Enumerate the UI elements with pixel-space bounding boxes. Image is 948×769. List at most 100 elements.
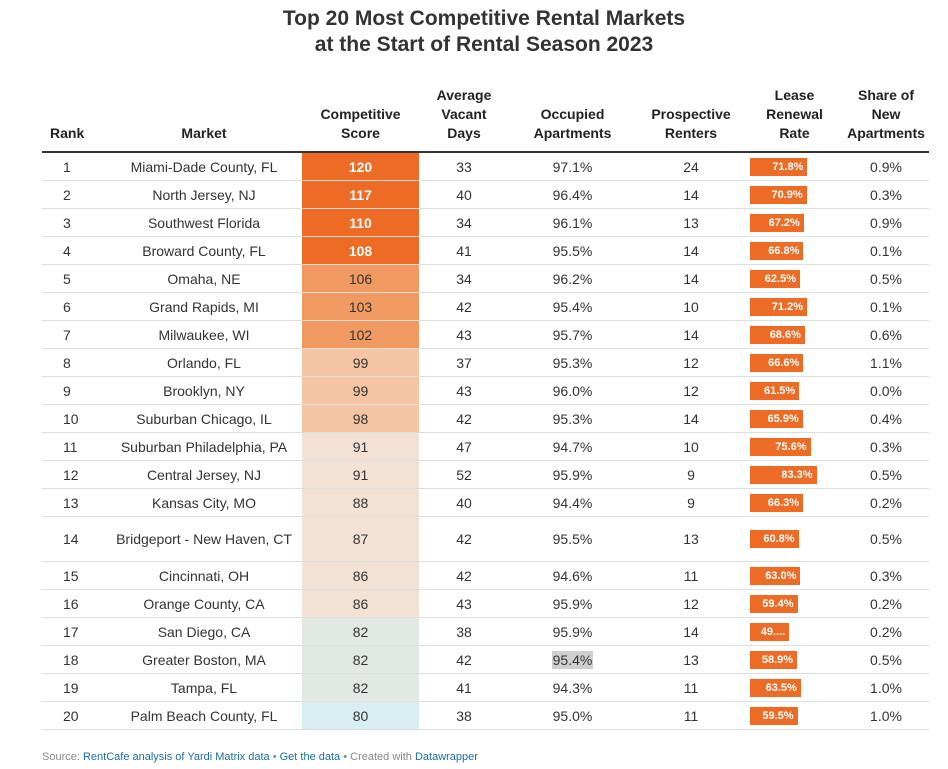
new-share-cell: 0.2% bbox=[843, 488, 929, 517]
rank-cell: 5 bbox=[42, 264, 106, 293]
vacant-days-cell: 34 bbox=[419, 208, 509, 237]
col-header-lease-renewal[interactable]: Lease Renewal Rate bbox=[746, 86, 843, 153]
table-row: 7 Milwaukee, WI 102 43 95.7% 14 68.6% 0.6% bbox=[42, 320, 929, 349]
score-cell: 120 bbox=[302, 152, 419, 181]
occupied-cell: 95.5% bbox=[509, 516, 636, 562]
market-cell: Orlando, FL bbox=[106, 348, 302, 377]
occupied-value: 94.7% bbox=[552, 438, 593, 455]
table-row: 19 Tampa, FL 82 41 94.3% 11 63.5% 1.0% bbox=[42, 673, 929, 702]
lease-renewal-cell: 75.6% bbox=[746, 432, 843, 461]
occupied-value: 97.1% bbox=[552, 158, 593, 175]
score-cell: 80 bbox=[302, 701, 419, 730]
new-share-cell: 0.0% bbox=[843, 376, 929, 405]
occupied-cell: 95.9% bbox=[509, 617, 636, 646]
title-line-1: Top 20 Most Competitive Rental Markets bbox=[282, 7, 686, 30]
rank-cell: 6 bbox=[42, 292, 106, 321]
col-header-new-share[interactable]: Share of New Apartments bbox=[843, 86, 929, 153]
market-cell: Broward County, FL bbox=[106, 236, 302, 265]
lease-renewal-bar: 58.9% bbox=[750, 650, 798, 669]
lease-renewal-cell: 59.5% bbox=[746, 701, 843, 730]
occupied-cell: 96.2% bbox=[509, 264, 636, 293]
lease-renewal-cell: 59.4% bbox=[746, 589, 843, 618]
source-link[interactable]: RentCafe analysis of Yardi Matrix data bbox=[82, 751, 270, 763]
market-cell: Miami-Dade County, FL bbox=[106, 152, 302, 181]
occupied-value: 96.2% bbox=[552, 270, 593, 287]
rank-cell: 1 bbox=[42, 152, 106, 181]
rank-cell: 16 bbox=[42, 589, 106, 618]
lease-renewal-cell: 63.0% bbox=[746, 561, 843, 590]
renters-cell: 11 bbox=[636, 673, 746, 702]
col-header-vacant-days[interactable]: Average Vacant Days bbox=[419, 86, 509, 153]
occupied-cell: 95.9% bbox=[509, 589, 636, 618]
rank-cell: 13 bbox=[42, 488, 106, 517]
score-cell: 82 bbox=[302, 673, 419, 702]
table-row: 3 Southwest Florida 110 34 96.1% 13 67.2% 0.9% bbox=[42, 208, 929, 237]
renters-cell: 11 bbox=[636, 701, 746, 730]
renters-cell: 14 bbox=[636, 404, 746, 433]
new-share-cell: 0.1% bbox=[843, 236, 929, 265]
vacant-days-cell: 38 bbox=[419, 701, 509, 730]
header-row: Rank Market Competitive Score Average Vaca… bbox=[42, 86, 929, 153]
vacant-days-cell: 42 bbox=[419, 561, 509, 590]
score-cell: 87 bbox=[302, 516, 419, 562]
table-body: 1 Miami-Dade County, FL 120 33 97.1% 24 71.8% 0… bbox=[42, 152, 929, 730]
vacant-days-cell: 42 bbox=[419, 516, 509, 562]
occupied-cell: 95.4% bbox=[509, 292, 636, 321]
new-share-cell: 1.0% bbox=[843, 673, 929, 702]
table-row: 2 North Jersey, NJ 117 40 96.4% 14 70.9% 0.3% bbox=[42, 180, 929, 209]
occupied-value: 95.4% bbox=[552, 298, 593, 315]
new-share-cell: 0.3% bbox=[843, 561, 929, 590]
renters-cell: 11 bbox=[636, 561, 746, 590]
market-cell: Tampa, FL bbox=[106, 673, 302, 702]
occupied-cell: 95.3% bbox=[509, 348, 636, 377]
vacant-days-cell: 42 bbox=[419, 645, 509, 674]
market-cell: Omaha, NE bbox=[106, 264, 302, 293]
renters-cell: 12 bbox=[636, 376, 746, 405]
get-data-link[interactable]: Get the data bbox=[279, 751, 341, 763]
new-share-cell: 0.3% bbox=[843, 432, 929, 461]
lease-renewal-bar: 67.2% bbox=[750, 213, 804, 232]
occupied-value: 95.9% bbox=[552, 623, 593, 640]
rank-cell: 18 bbox=[42, 645, 106, 674]
col-header-occupied[interactable]: Occupied Apartments bbox=[509, 86, 636, 153]
lease-renewal-cell: 49.... bbox=[746, 617, 843, 646]
renters-cell: 14 bbox=[636, 264, 746, 293]
col-header-rank[interactable]: Rank bbox=[42, 86, 106, 153]
occupied-value: 96.4% bbox=[552, 186, 593, 203]
rank-cell: 12 bbox=[42, 460, 106, 489]
lease-renewal-bar: 59.4% bbox=[750, 594, 798, 613]
lease-renewal-bar: 59.5% bbox=[750, 706, 798, 725]
lease-renewal-bar: 65.9% bbox=[750, 409, 803, 428]
score-cell: 82 bbox=[302, 645, 419, 674]
market-cell: Brooklyn, NY bbox=[106, 376, 302, 405]
lease-renewal-bar: 66.3% bbox=[750, 493, 803, 512]
table-row: 14 Bridgeport - New Haven, CT 87 42 95.5% 13 6… bbox=[42, 516, 929, 562]
occupied-cell: 95.3% bbox=[509, 404, 636, 433]
col-header-renters[interactable]: Prospective Renters bbox=[636, 86, 746, 153]
lease-renewal-bar: 75.6% bbox=[750, 437, 811, 456]
occupied-cell: 94.7% bbox=[509, 432, 636, 461]
footer-separator: • bbox=[269, 751, 280, 763]
vacant-days-cell: 40 bbox=[419, 180, 509, 209]
occupied-value: 95.0% bbox=[552, 707, 593, 724]
new-share-cell: 0.2% bbox=[843, 589, 929, 618]
col-header-score[interactable]: Competitive Score bbox=[302, 86, 419, 153]
renters-cell: 14 bbox=[636, 617, 746, 646]
col-header-market[interactable]: Market bbox=[106, 86, 302, 153]
market-cell: Palm Beach County, FL bbox=[106, 701, 302, 730]
market-cell: Cincinnati, OH bbox=[106, 561, 302, 590]
rank-cell: 19 bbox=[42, 673, 106, 702]
rank-cell: 4 bbox=[42, 236, 106, 265]
lease-renewal-cell: 66.8% bbox=[746, 236, 843, 265]
lease-renewal-bar: 71.2% bbox=[750, 297, 807, 316]
occupied-cell: 96.1% bbox=[509, 208, 636, 237]
rank-cell: 20 bbox=[42, 701, 106, 730]
datawrapper-link[interactable]: Datawrapper bbox=[414, 751, 478, 763]
new-share-cell: 0.5% bbox=[843, 645, 929, 674]
lease-renewal-bar: 68.6% bbox=[750, 325, 805, 344]
market-cell: Milwaukee, WI bbox=[106, 320, 302, 349]
lease-renewal-cell: 71.8% bbox=[746, 152, 843, 181]
new-share-cell: 0.5% bbox=[843, 264, 929, 293]
vacant-days-cell: 41 bbox=[419, 236, 509, 265]
lease-renewal-cell: 83.3% bbox=[746, 460, 843, 489]
